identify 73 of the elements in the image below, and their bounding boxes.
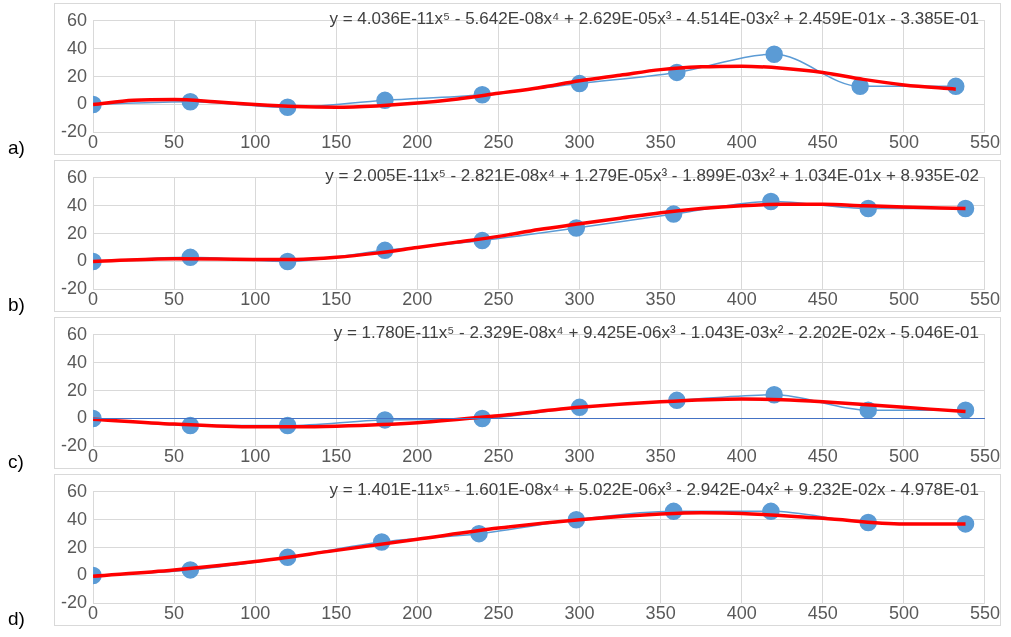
- x-tick-label: 450: [807, 289, 838, 310]
- y-tick-label: 20: [66, 379, 88, 400]
- x-tick-label: 150: [321, 603, 352, 624]
- y-tick-label: 40: [66, 194, 88, 215]
- x-tick-label: 350: [645, 132, 676, 153]
- x-tick-label: 500: [888, 603, 919, 624]
- x-tick-label: 50: [164, 289, 185, 310]
- x-tick-label: 50: [164, 132, 185, 153]
- x-tick-label: 100: [240, 289, 271, 310]
- y-tick-label: -20: [61, 278, 88, 299]
- x-tick-label: 450: [807, 603, 838, 624]
- y-tick-label: 0: [77, 407, 88, 428]
- x-tick-label: 400: [726, 446, 757, 467]
- x-tick-label: 500: [888, 132, 919, 153]
- y-tick-label: 40: [66, 351, 88, 372]
- annotation: y = 1.401E-11x⁵ - 1.601E-08x⁴ + 5.022E-06x³ - 2.942E-04x² + 9.232E-02x - 4.978E-01: [329, 480, 979, 500]
- y-tick-label: 20: [66, 222, 88, 243]
- annotation: y = 2.005E-11x⁵ - 2.821E-08x⁴ + 1.279E-05x³ - 1.899E-03x² + 1.034E-01x + 8.935E-02: [325, 166, 979, 186]
- x-tick-label: 350: [645, 603, 676, 624]
- x-tick-label: 100: [240, 603, 271, 624]
- x-tick-label: 300: [564, 603, 595, 624]
- x-tick-label: 550: [969, 446, 1001, 467]
- x-tick-label: 50: [164, 603, 185, 624]
- x-tick-label: 200: [402, 446, 433, 467]
- x-tick-label: 250: [483, 603, 514, 624]
- x-tick-label: 250: [483, 289, 514, 310]
- x-tick-label: 500: [888, 289, 919, 310]
- y-tick-label: -20: [61, 592, 88, 613]
- x-tick-label: 450: [807, 132, 838, 153]
- x-tick-label: 150: [321, 132, 352, 153]
- y-tick-label: 60: [66, 9, 88, 30]
- x-tick-label: 250: [483, 132, 514, 153]
- point: [765, 45, 783, 64]
- x-tick-label: 500: [888, 446, 919, 467]
- x-tick-label: 200: [402, 132, 433, 153]
- y-tick-label: 0: [77, 93, 88, 114]
- x-tick-label: 550: [969, 289, 1001, 310]
- x-tick-label: 300: [564, 132, 595, 153]
- annotation: y = 4.036E-11x⁵ - 5.642E-08x⁴ + 2.629E-05x³ - 4.514E-03x² + 2.459E-01x - 3.385E-01: [329, 9, 979, 29]
- y-tick-label: 60: [66, 323, 88, 344]
- annotation: y = 1.780E-11x⁵ - 2.329E-08x⁴ + 9.425E-06x³ - 1.043E-03x² - 2.202E-02x - 5.046E-01: [333, 323, 979, 343]
- x-tick-label: 300: [564, 446, 595, 467]
- y-tick-label: 60: [66, 480, 88, 501]
- x-tick-label: 100: [240, 446, 271, 467]
- y-tick-label: 0: [77, 564, 88, 585]
- y-tick-label: 40: [66, 508, 88, 529]
- x-tick-label: 550: [969, 603, 1001, 624]
- text: d): [8, 608, 25, 629]
- x-tick-label: 350: [645, 289, 676, 310]
- y-tick-label: 20: [66, 65, 88, 86]
- x-tick-label: 250: [483, 446, 514, 467]
- y-tick-label: 20: [66, 536, 88, 557]
- x-tick-label: 400: [726, 132, 757, 153]
- x-tick-label: 50: [164, 446, 185, 467]
- y-tick-label: 0: [77, 250, 88, 271]
- x-tick-label: 400: [726, 289, 757, 310]
- x-tick-label: 300: [564, 289, 595, 310]
- x-tick-label: 200: [402, 289, 433, 310]
- y-tick-label: 40: [66, 37, 88, 58]
- x-tick-label: 100: [240, 132, 271, 153]
- x-tick-label: 200: [402, 603, 433, 624]
- x-tick-label: 450: [807, 446, 838, 467]
- x-tick-label: 400: [726, 603, 757, 624]
- x-tick-label: 350: [645, 446, 676, 467]
- y-tick-label: -20: [61, 435, 88, 456]
- x-tick-label: 150: [321, 446, 352, 467]
- text: b): [8, 294, 25, 315]
- x-tick-label: 150: [321, 289, 352, 310]
- y-tick-label: -20: [61, 121, 88, 142]
- text: c): [8, 451, 24, 472]
- x-tick-label: 550: [969, 132, 1001, 153]
- text: a): [8, 137, 25, 158]
- y-tick-label: 60: [66, 166, 88, 187]
